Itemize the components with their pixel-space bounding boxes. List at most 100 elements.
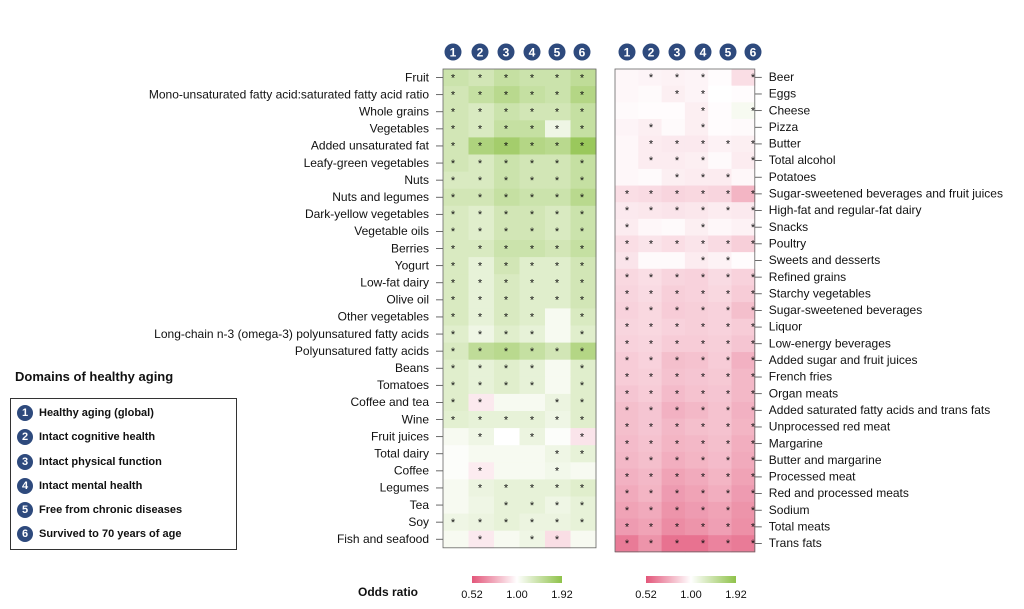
significance-star: * [675, 238, 680, 250]
legend-item-3: 3 Intact physical function [17, 453, 162, 471]
heatmap-cell [545, 154, 571, 173]
domain-number-badge: 1 [17, 405, 33, 421]
significance-star: * [451, 107, 456, 119]
row-label: Liquor [769, 320, 802, 334]
row-label: Coffee [394, 464, 429, 478]
heatmap-cell [494, 342, 520, 361]
row-label: Vegetables [370, 122, 429, 136]
heatmap-cell [638, 402, 663, 420]
significance-star: * [751, 272, 756, 284]
significance-star: * [580, 329, 585, 341]
significance-star: * [701, 205, 706, 217]
significance-star: * [530, 431, 535, 443]
significance-star: * [649, 488, 654, 500]
significance-star: * [726, 322, 731, 334]
row-label: Nuts and legumes [332, 190, 429, 204]
heatmap-cell [545, 479, 571, 497]
heatmap-cell [661, 185, 686, 203]
significance-star: * [649, 472, 654, 484]
heatmap-cell [661, 368, 686, 386]
significance-star: * [451, 278, 456, 290]
heatmap-cell [638, 102, 663, 120]
significance-star: * [649, 388, 654, 400]
significance-star: * [649, 538, 654, 550]
heatmap-cell [731, 385, 756, 403]
heatmap-cell [731, 451, 756, 470]
significance-star: * [751, 72, 756, 84]
significance-star: * [726, 522, 731, 534]
row-label: Added saturated fatty acids and trans fa… [769, 403, 990, 417]
heatmap-cell [443, 513, 469, 532]
heatmap-cell [731, 435, 756, 453]
significance-star: * [530, 158, 535, 170]
significance-star: * [675, 205, 680, 217]
significance-star: * [478, 72, 483, 84]
heatmap-cell [708, 385, 732, 403]
significance-star: * [701, 255, 706, 267]
heatmap-cell [468, 530, 495, 549]
heatmap-cell [519, 359, 546, 378]
row-label: Olive oil [386, 293, 429, 307]
significance-star: * [555, 107, 560, 119]
significance-star: * [555, 295, 560, 307]
significance-star: * [451, 243, 456, 255]
heatmap-cell [545, 171, 571, 190]
heatmap-cell [494, 411, 520, 429]
heatmap-cell [731, 85, 756, 103]
significance-star: * [451, 397, 456, 409]
heatmap-cell [519, 325, 546, 344]
significance-star: * [555, 414, 560, 426]
heatmap-cell [661, 435, 686, 453]
significance-star: * [555, 243, 560, 255]
significance-star: * [504, 312, 509, 324]
significance-star: * [649, 238, 654, 250]
heatmap-cell [570, 274, 597, 292]
significance-star: * [701, 322, 706, 334]
significance-star: * [701, 338, 706, 350]
significance-star: * [701, 222, 706, 234]
significance-star: * [649, 355, 654, 367]
heatmap-cell [443, 205, 469, 224]
significance-star: * [478, 534, 483, 546]
heatmap-cell [468, 86, 495, 104]
heatmap-cell [570, 103, 597, 121]
heatmap-cell [731, 501, 756, 520]
significance-star: * [580, 449, 585, 461]
row-label: Low-energy beverages [769, 336, 891, 350]
significance-star: * [530, 346, 535, 358]
significance-star: * [580, 141, 585, 153]
significance-star: * [555, 466, 560, 478]
heatmap-cell [638, 168, 663, 187]
significance-star: * [625, 488, 630, 500]
heatmap-cell [731, 69, 756, 87]
significance-star: * [580, 260, 585, 272]
significance-star: * [478, 89, 483, 101]
domain-number-badge: 5 [17, 502, 33, 518]
significance-star: * [478, 414, 483, 426]
significance-star: * [580, 89, 585, 101]
row-label: Coffee and tea [350, 395, 429, 409]
significance-star: * [751, 322, 756, 334]
heatmap-cell [545, 188, 571, 207]
heatmap-cell [468, 479, 495, 497]
heatmap-cell [708, 85, 732, 103]
heatmap-cell [545, 376, 571, 395]
significance-star: * [580, 209, 585, 221]
significance-star: * [649, 522, 654, 534]
heatmap-cell [494, 376, 520, 395]
heatmap-cell [615, 168, 639, 187]
heatmap-cell [684, 85, 709, 103]
significance-star: * [625, 272, 630, 284]
heatmap-cell [615, 268, 639, 286]
heatmap-cell [570, 479, 597, 497]
significance-star: * [555, 397, 560, 409]
heatmap-cell [661, 485, 686, 503]
heatmap-cell [519, 513, 546, 532]
significance-star: * [675, 538, 680, 550]
significance-star: * [504, 72, 509, 84]
heatmap-cell [638, 235, 663, 253]
heatmap-cell [708, 485, 732, 503]
significance-star: * [649, 338, 654, 350]
significance-star: * [701, 72, 706, 84]
significance-star: * [701, 172, 706, 184]
